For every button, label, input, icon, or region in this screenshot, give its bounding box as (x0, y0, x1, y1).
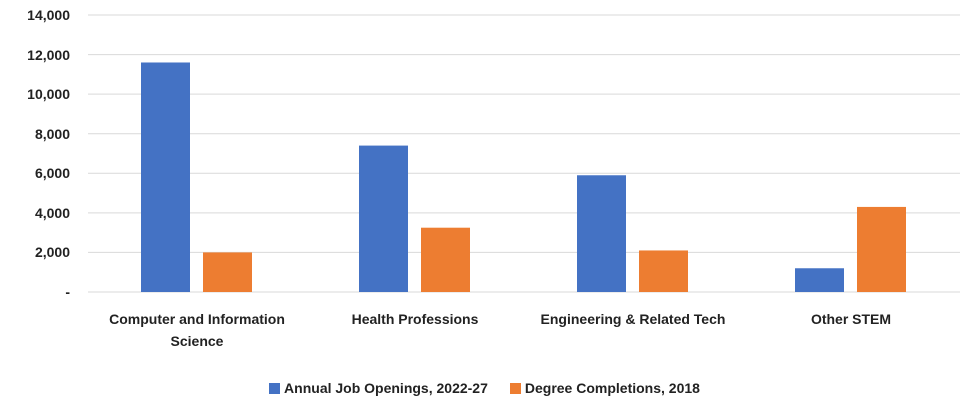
x-tick-label: Computer and Information Science (109, 311, 285, 349)
y-tick-label: - (65, 284, 70, 300)
legend-label: Annual Job Openings, 2022-27 (284, 380, 488, 396)
legend-item: Degree Completions, 2018 (509, 380, 700, 396)
legend-label: Degree Completions, 2018 (524, 380, 700, 396)
bar (359, 145, 408, 292)
bar (857, 206, 906, 292)
legend-swatch (509, 382, 521, 394)
y-tick-label: 10,000 (27, 86, 70, 103)
bar (421, 227, 470, 292)
y-tick-label: 4,000 (34, 204, 70, 221)
legend-item: Annual Job Openings, 2022-27 (269, 380, 488, 396)
x-tick-label: Health Professions (351, 311, 479, 327)
bar (577, 175, 626, 292)
legend-swatch (269, 382, 281, 394)
y-tick-label: 12,000 (27, 46, 70, 63)
x-tick-label: Other STEM (810, 311, 892, 327)
bar (639, 250, 688, 292)
y-tick-label: 8,000 (34, 125, 70, 142)
y-tick-label: 6,000 (34, 165, 70, 182)
bar (795, 268, 844, 292)
legend: Annual Job Openings, 2022-27 Degree Compl… (0, 380, 969, 396)
y-tick-label: 14,000 (27, 7, 70, 23)
bar (141, 62, 190, 292)
x-tick-label: Engineering & Related Tech (540, 311, 726, 327)
bar (203, 252, 252, 292)
y-tick-label: 2,000 (34, 244, 70, 261)
